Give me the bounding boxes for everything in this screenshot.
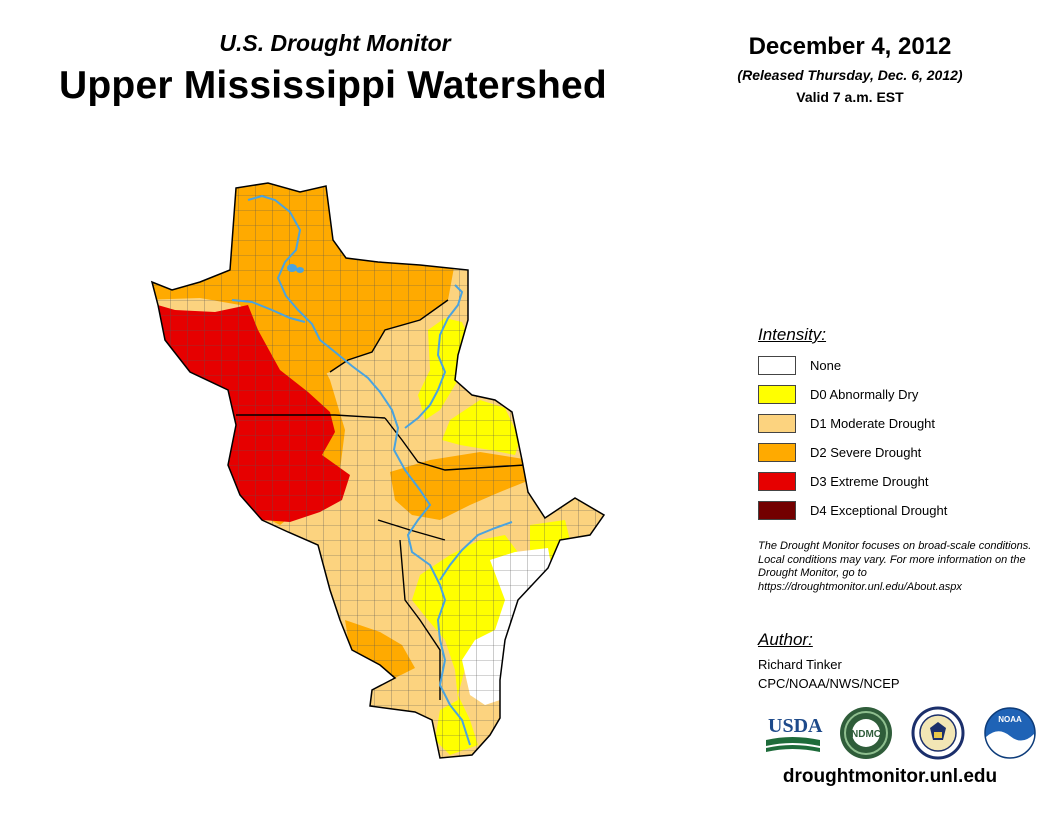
legend-label: D3 Extreme Drought — [810, 473, 929, 489]
lakes — [287, 264, 304, 273]
ndmc-logo[interactable]: NDMC — [840, 707, 892, 759]
agency-logos: USDA NDMC NOAA — [766, 706, 1036, 760]
release-date: (Released Thursday, Dec. 6, 2012) — [737, 67, 963, 83]
map-subtitle: U.S. Drought Monitor — [219, 30, 451, 56]
legend-item: D0 Abnormally Dry — [758, 383, 918, 405]
illinois-river — [439, 521, 513, 581]
legend-swatch — [758, 442, 796, 462]
usda-logo[interactable]: USDA — [766, 715, 823, 752]
drought-monitor-note: The Drought Monitor focuses on broad-sca… — [758, 540, 1032, 593]
county-grid — [152, 183, 604, 758]
map-title: Upper Mississippi Watershed — [59, 64, 607, 107]
legend-swatch — [758, 384, 796, 404]
legend-item: D2 Severe Drought — [758, 441, 921, 463]
noaa-logo-text: NOAA — [998, 715, 1022, 724]
author-org: CPC/NOAA/NWS/NCEP — [758, 676, 900, 691]
legend-heading: Intensity: — [758, 325, 827, 344]
usda-logo-text: USDA — [768, 715, 823, 737]
legend-item: D1 Moderate Drought — [758, 412, 935, 434]
legend-label: D0 Abnormally Dry — [810, 386, 919, 402]
legend-swatch — [758, 355, 796, 375]
noaa-logo[interactable]: NOAA — [984, 707, 1036, 759]
legend-item: D4 Exceptional Drought — [758, 499, 947, 521]
legend-label: None — [810, 357, 842, 373]
watershed-outline — [150, 182, 606, 759]
legend-label: D2 Severe Drought — [810, 444, 922, 460]
author-name: Richard Tinker — [758, 657, 842, 672]
mississippi-river — [247, 194, 471, 746]
legend-label: D4 Exceptional Drought — [810, 502, 948, 518]
legend-swatch — [758, 500, 796, 520]
map-date: December 4, 2012 — [748, 33, 952, 60]
ndmc-logo-text: NDMC — [851, 729, 881, 740]
drought-map — [150, 182, 606, 759]
wisconsin-river — [404, 284, 464, 429]
footer-url[interactable]: droughtmonitor.unl.edu — [782, 766, 998, 787]
legend-swatch — [758, 471, 796, 491]
rivers — [231, 194, 513, 746]
author-heading: Author: — [758, 630, 813, 649]
legend-label: D1 Moderate Drought — [810, 415, 936, 431]
legend-item: D3 Extreme Drought — [758, 470, 929, 492]
valid-time: Valid 7 a.m. EST — [796, 89, 904, 105]
minnesota-river — [231, 299, 306, 323]
commerce-seal-logo[interactable] — [911, 706, 965, 760]
state-boundaries — [236, 299, 526, 700]
legend-swatch — [758, 413, 796, 433]
legend-item: None — [758, 354, 841, 376]
